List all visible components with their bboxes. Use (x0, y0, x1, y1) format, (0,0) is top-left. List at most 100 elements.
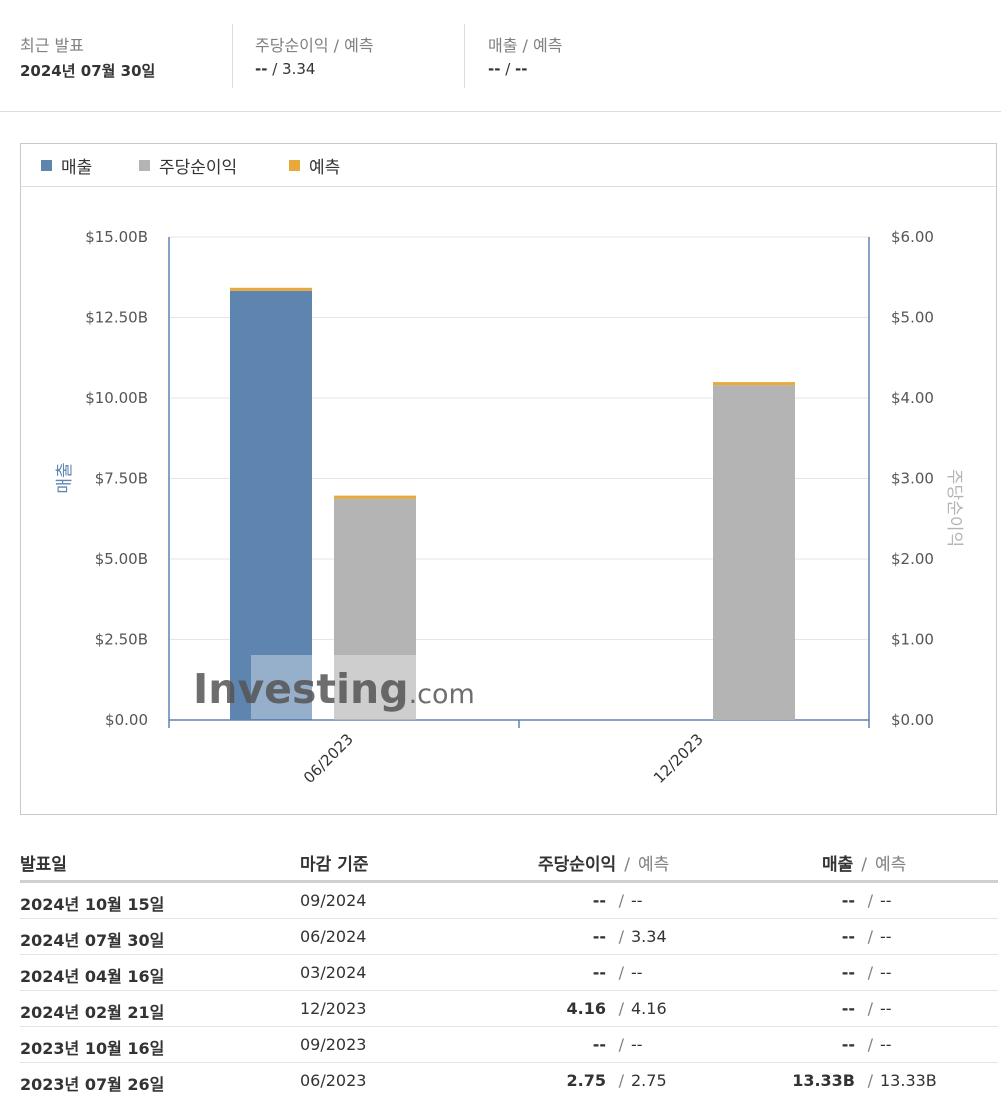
row-period-end: 12/2023 (300, 999, 367, 1018)
row-release-date: 2024년 07월 30일 (20, 931, 165, 950)
row-revenue-forecast: 13.33B (880, 1071, 937, 1090)
row-eps-forecast: 2.75 (631, 1071, 667, 1090)
left-axis-tick-label: $10.00B (85, 389, 148, 407)
row-revenue-sep: / (867, 963, 873, 982)
earnings-table: 발표일 마감 기준 주당순이익 / 예측 매출 / 예측 2024년 10월 15일 09… (20, 842, 998, 1098)
row-eps-forecast: 3.34 (631, 927, 667, 946)
row-revenue-actual: 13.33B (792, 1071, 855, 1090)
chart-plot-area: $0.00 $0.00 $2.50B $1.00 $5.00B $2.00 $7.50B $3… (55, 228, 964, 787)
row-revenue-actual: -- (841, 1035, 855, 1054)
eps-summary-forecast: 3.34 (282, 60, 316, 78)
row-revenue-forecast: -- (880, 1035, 892, 1054)
row-revenue-actual: -- (841, 963, 855, 982)
revenue-forecast-marker (230, 287, 312, 291)
row-eps-actual: -- (592, 927, 606, 946)
right-axis-tick-label: $4.00 (891, 389, 934, 407)
table-header: 발표일 마감 기준 주당순이익 / 예측 매출 / 예측 (20, 842, 998, 883)
eps-bar (334, 498, 416, 720)
revenue-summary-actual: -- (488, 60, 501, 78)
eps-summary-block: 주당순이익 / 예측 -- / 3.34 (255, 32, 374, 78)
investing-logo-watermark: Investing.com (193, 665, 475, 713)
header-release-date[interactable]: 발표일 (20, 855, 67, 875)
revenue-summary-forecast: -- (515, 60, 528, 78)
legend-item-revenue[interactable]: 매출 (41, 153, 92, 178)
row-eps-actual: 2.75 (566, 1071, 606, 1090)
right-axis-tick-label: $2.00 (891, 550, 934, 568)
eps-forecast-marker (713, 382, 795, 386)
row-eps-actual: -- (592, 963, 606, 982)
latest-release-date: 2024년 07월 30일 (20, 62, 156, 80)
row-revenue-sep: / (867, 927, 873, 946)
earnings-summary: 최근 발표 2024년 07월 30일 주당순이익 / 예측 -- / 3.34… (0, 0, 1001, 112)
row-period-end: 09/2024 (300, 891, 367, 910)
left-axis-tick-label: $7.50B (95, 470, 148, 488)
eps-summary-sep: / (267, 60, 283, 78)
row-revenue-forecast: -- (880, 963, 892, 982)
row-release-date: 2023년 07월 26일 (20, 1075, 165, 1094)
earnings-chart: 매출 주당순이익 예측 $0.00 $0.00 $2.50B $1.00 $5.00B $… (20, 143, 997, 815)
revenue-summary-block: 매출 / 예측 -- / -- (488, 32, 562, 78)
row-eps-sep: / (618, 999, 624, 1018)
row-revenue-sep: / (867, 1071, 873, 1090)
row-revenue-actual: -- (841, 927, 855, 946)
header-period-end[interactable]: 마감 기준 (300, 855, 369, 875)
right-axis-tick-label: $1.00 (891, 631, 934, 649)
row-release-date: 2024년 02월 21일 (20, 1003, 165, 1022)
header-revenue[interactable]: 매출 / 예측 (822, 850, 906, 875)
left-axis-tick-label: $0.00 (105, 711, 148, 729)
row-revenue-sep: / (867, 891, 873, 910)
header-eps-label: 주당순이익 (538, 855, 617, 875)
summary-divider (232, 24, 233, 88)
row-release-date: 2023년 10월 16일 (20, 1039, 165, 1058)
legend-swatch-eps (139, 160, 150, 171)
row-eps-forecast: -- (631, 963, 643, 982)
row-eps-sep: / (618, 891, 624, 910)
left-axis-tick-label: $15.00B (85, 228, 148, 246)
header-eps-forecast: 예측 (637, 855, 670, 875)
right-axis-tick-label: $0.00 (891, 711, 934, 729)
row-revenue-forecast: -- (880, 927, 892, 946)
eps-forecast-marker (334, 495, 416, 499)
watermark-backdrop (251, 655, 437, 719)
revenue-summary-label: 매출 / 예측 (488, 36, 563, 55)
row-eps-forecast: 4.16 (631, 999, 667, 1018)
legend-label-forecast: 예측 (309, 158, 341, 178)
eps-summary-actual: -- (255, 60, 268, 78)
row-period-end: 09/2023 (300, 1035, 367, 1054)
header-eps[interactable]: 주당순이익 / 예측 (538, 850, 669, 875)
latest-release-label: 최근 발표 (20, 36, 84, 55)
eps-summary-label: 주당순이익 / 예측 (255, 36, 374, 55)
chart-legend: 매출 주당순이익 예측 (21, 144, 996, 187)
row-eps-forecast: -- (631, 1035, 643, 1054)
legend-swatch-revenue (41, 160, 52, 171)
right-axis-tick-label: $5.00 (891, 309, 934, 327)
header-revenue-sep: / (861, 855, 868, 875)
left-axis-tick-label: $12.50B (85, 309, 148, 327)
table-row: 2024년 04월 16일 03/2024 -- / -- -- / -- (20, 955, 998, 991)
table-row: 2024년 10월 15일 09/2024 -- / -- -- / -- (20, 883, 998, 919)
right-axis-tick-label: $6.00 (891, 228, 934, 246)
legend-item-forecast[interactable]: 예측 (289, 153, 340, 178)
left-axis-tick-label: $2.50B (95, 631, 148, 649)
row-eps-sep: / (618, 927, 624, 946)
left-axis-title: 매출 (55, 462, 75, 493)
revenue-summary-sep: / (500, 60, 516, 78)
x-axis-category-label: 12/2023 (650, 730, 707, 787)
left-axis-tick-label: $5.00B (95, 550, 148, 568)
row-revenue-sep: / (867, 1035, 873, 1054)
row-revenue-actual: -- (841, 999, 855, 1018)
table-row: 2024년 07월 30일 06/2024 -- / 3.34 -- / -- (20, 919, 998, 955)
right-axis-title: 주당순이익 (944, 469, 964, 547)
right-axis-tick-label: $3.00 (891, 470, 934, 488)
row-revenue-sep: / (867, 999, 873, 1018)
x-axis-category-label: 06/2023 (300, 730, 357, 787)
header-revenue-forecast: 예측 (875, 855, 907, 875)
legend-item-eps[interactable]: 주당순이익 (139, 153, 237, 178)
row-period-end: 06/2024 (300, 927, 367, 946)
table-row: 2023년 07월 26일 06/2023 2.75 / 2.75 13.33B / 13.3… (20, 1063, 998, 1098)
row-eps-actual: -- (592, 1035, 606, 1054)
row-eps-sep: / (618, 963, 624, 982)
legend-label-revenue: 매출 (61, 158, 93, 178)
latest-release-block: 최근 발표 2024년 07월 30일 (20, 32, 155, 81)
table-row: 2024년 02월 21일 12/2023 4.16 / 4.16 -- / -- (20, 991, 998, 1027)
